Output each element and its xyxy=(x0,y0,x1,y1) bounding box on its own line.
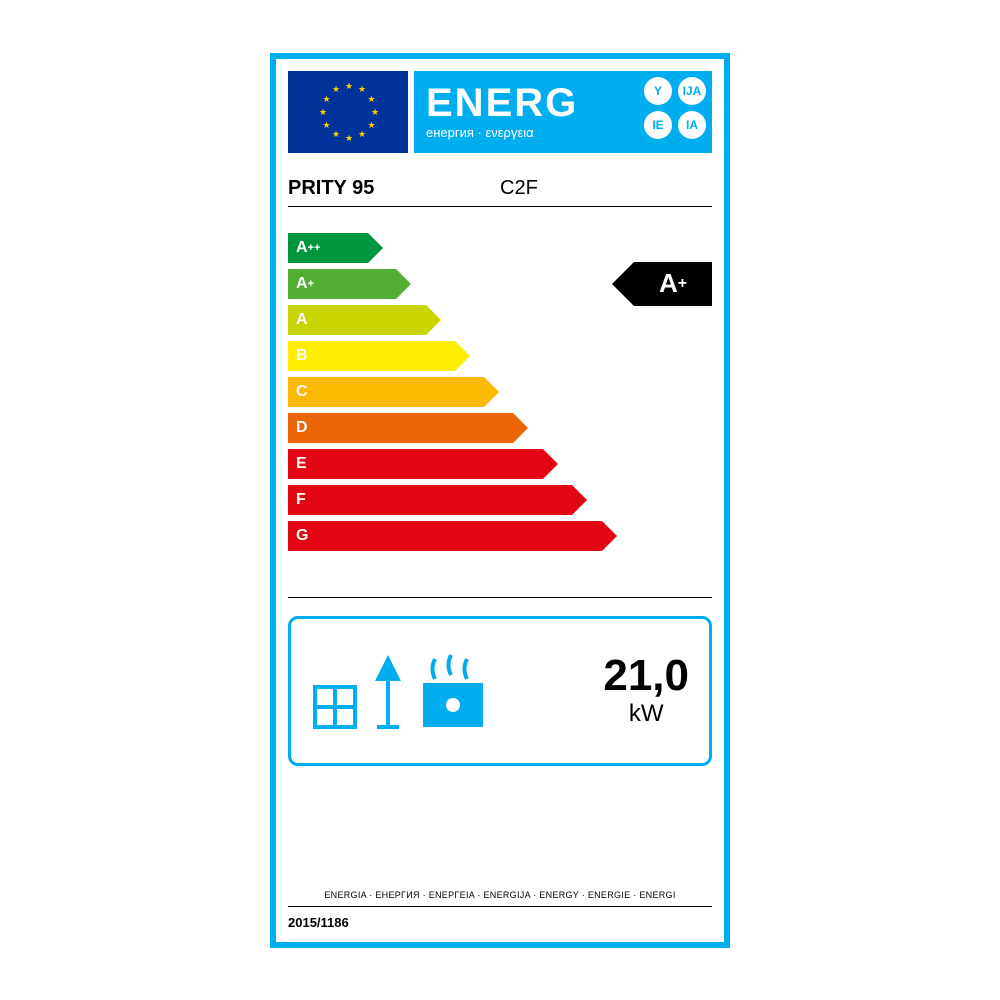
class-arrow-head-icon xyxy=(368,233,383,263)
class-arrow-head-icon xyxy=(396,269,411,299)
class-arrow-row: D xyxy=(288,413,712,443)
eu-star-icon: ★ xyxy=(371,109,377,115)
model-text: C2F xyxy=(500,177,538,200)
class-arrow: G xyxy=(288,521,617,551)
rating-label: A xyxy=(659,268,678,299)
eu-star-icon: ★ xyxy=(322,122,328,128)
eu-flag-icon: ★ ★ ★ ★ ★ ★ ★ ★ ★ ★ ★ ★ xyxy=(288,71,408,153)
class-arrow-body: D xyxy=(288,413,513,443)
brand-text: PRITY 95 xyxy=(288,177,500,200)
class-arrow-head-icon xyxy=(426,305,441,335)
class-arrow-row: A xyxy=(288,305,712,335)
class-arrow-body: A++ xyxy=(288,233,368,263)
class-arrow: B xyxy=(288,341,470,371)
class-arrow-body: A+ xyxy=(288,269,396,299)
power-value-block: 21,0 kW xyxy=(603,654,689,728)
power-unit: kW xyxy=(603,700,689,728)
lang-pill: Y xyxy=(644,77,672,105)
class-arrow-body: C xyxy=(288,377,484,407)
class-arrow-head-icon xyxy=(543,449,558,479)
class-arrow-head-icon xyxy=(602,521,617,551)
class-arrow-body: E xyxy=(288,449,543,479)
class-arrow: A++ xyxy=(288,233,383,263)
power-panel: 21,0 kW xyxy=(288,616,712,766)
energia-line: ENERGIA · ЕНЕРГИЯ · ΕΝΕΡΓΕΙΑ · ENERGIJA … xyxy=(288,890,712,907)
lang-pill: IA xyxy=(678,111,706,139)
product-row: PRITY 95 C2F xyxy=(288,177,712,207)
lang-pill: IE xyxy=(644,111,672,139)
energy-label: ★ ★ ★ ★ ★ ★ ★ ★ ★ ★ ★ ★ ENERG енергия · ενεργεια YI… xyxy=(270,53,730,948)
efficiency-scale: A++A+ABCDEFG A+ xyxy=(288,233,712,598)
eu-star-icon: ★ xyxy=(358,131,364,137)
class-arrow-head-icon xyxy=(455,341,470,371)
class-arrow-row: G xyxy=(288,521,712,551)
class-arrow-row: B xyxy=(288,341,712,371)
header: ★ ★ ★ ★ ★ ★ ★ ★ ★ ★ ★ ★ ENERG енергия · ενεργεια YI… xyxy=(288,71,712,153)
class-arrow: A xyxy=(288,305,441,335)
heating-pictograms xyxy=(311,651,587,731)
class-arrow-row: A++ xyxy=(288,233,712,263)
class-arrow-head-icon xyxy=(572,485,587,515)
class-arrow: C xyxy=(288,377,499,407)
class-arrow-head-icon xyxy=(484,377,499,407)
class-arrow-body: B xyxy=(288,341,455,371)
class-arrow: D xyxy=(288,413,528,443)
eu-star-icon: ★ xyxy=(345,83,351,89)
eu-star-icon: ★ xyxy=(332,86,338,92)
eu-star-icon: ★ xyxy=(319,109,325,115)
footer: ENERGIA · ЕНЕРГИЯ · ΕΝΕΡΓΕΙΑ · ENERGIJA … xyxy=(288,890,712,930)
class-arrow: E xyxy=(288,449,558,479)
power-number: 21,0 xyxy=(603,654,689,698)
eu-star-icon: ★ xyxy=(345,135,351,141)
eu-star-icon: ★ xyxy=(332,131,338,137)
rating-arrow-head-icon xyxy=(612,262,634,306)
class-arrow-row: C xyxy=(288,377,712,407)
class-arrow: F xyxy=(288,485,587,515)
energ-banner: ENERG енергия · ενεργεια YIJAIEIA xyxy=(414,71,712,153)
rating-arrow-body: A+ xyxy=(634,262,712,306)
class-arrow-body: G xyxy=(288,521,602,551)
eu-star-icon: ★ xyxy=(322,96,328,102)
eu-star-icon: ★ xyxy=(358,86,364,92)
class-arrow-body: F xyxy=(288,485,572,515)
window-icon xyxy=(311,683,359,731)
eu-star-icon: ★ xyxy=(368,96,374,102)
stove-icon xyxy=(417,651,489,731)
lang-pill: IJA xyxy=(678,77,706,105)
class-arrow-body: A xyxy=(288,305,426,335)
eu-star-icon: ★ xyxy=(368,122,374,128)
rating-sup: + xyxy=(678,275,687,293)
lang-pills: YIJAIEIA xyxy=(644,77,706,139)
class-arrow-row: F xyxy=(288,485,712,515)
lamp-icon xyxy=(371,651,405,731)
regulation-number: 2015/1186 xyxy=(288,915,712,930)
class-arrow-row: E xyxy=(288,449,712,479)
rating-indicator: A+ xyxy=(612,262,712,306)
class-arrow: A+ xyxy=(288,269,411,299)
class-arrow-head-icon xyxy=(513,413,528,443)
